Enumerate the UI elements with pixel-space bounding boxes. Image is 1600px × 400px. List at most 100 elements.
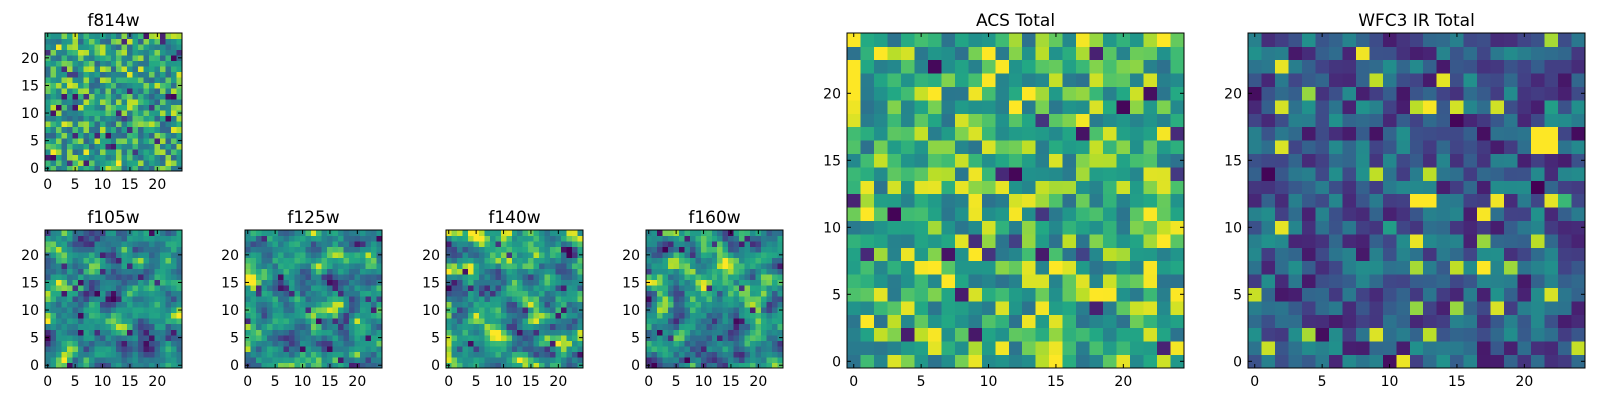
heatmap-cell <box>1157 100 1171 114</box>
heatmap-cell <box>706 334 713 341</box>
heatmap-cell <box>528 340 535 347</box>
heatmap-cell <box>165 49 172 56</box>
heatmap-cell <box>50 38 57 45</box>
heatmap-cell <box>272 334 279 341</box>
heatmap-cell <box>94 38 101 45</box>
heatmap-cell <box>662 257 669 264</box>
heatmap-cell <box>533 230 540 236</box>
heatmap-cell <box>517 252 524 258</box>
x-tick-label: 20 <box>148 374 166 390</box>
heatmap-cell <box>695 329 702 336</box>
heatmap-cell <box>555 307 562 314</box>
heatmap-cell <box>250 246 257 253</box>
heatmap-cell <box>1558 140 1572 154</box>
heatmap-cell <box>94 290 101 297</box>
heatmap-cell <box>506 285 513 292</box>
heatmap-cell <box>1355 140 1370 154</box>
heatmap-cell <box>83 33 90 39</box>
heatmap-cell <box>66 246 73 253</box>
y-tick-label: 5 <box>230 331 239 347</box>
heatmap-cell <box>1022 100 1037 114</box>
heatmap-cell <box>539 334 546 341</box>
heatmap-cell <box>1571 301 1586 315</box>
heatmap-cell <box>250 362 257 369</box>
heatmap-cell <box>99 252 106 258</box>
heatmap-cell <box>121 137 128 144</box>
heatmap-cell <box>539 351 546 358</box>
heatmap-cell <box>478 285 485 292</box>
heatmap-cell <box>316 345 323 352</box>
heatmap-cell <box>72 257 79 264</box>
heatmap-cell <box>61 263 68 270</box>
x-tick-label: 15 <box>522 374 540 390</box>
heatmap-cell <box>1049 287 1064 302</box>
heatmap-cell <box>277 252 284 258</box>
heatmap-cell <box>517 274 524 281</box>
heatmap-cell <box>954 113 969 128</box>
heatmap-cell <box>517 263 524 270</box>
heatmap-cell <box>171 290 177 297</box>
heatmap-cell <box>1382 46 1397 61</box>
heatmap-cell <box>473 263 480 270</box>
heatmap-cell <box>1558 180 1572 195</box>
heatmap-cell <box>261 268 268 275</box>
heatmap-cell <box>662 279 669 286</box>
heatmap-cell <box>83 263 90 270</box>
heatmap-cell <box>528 318 535 325</box>
heatmap-cell <box>695 312 702 319</box>
heatmap-cell <box>250 307 257 314</box>
heatmap-cell <box>1342 86 1357 101</box>
heatmap-cell <box>1301 126 1316 141</box>
heatmap-cell <box>99 104 106 111</box>
heatmap-cell <box>456 252 463 258</box>
heatmap-cell <box>55 307 62 314</box>
heatmap-cell <box>667 290 674 297</box>
heatmap-cell <box>354 290 361 297</box>
heatmap-cell <box>1062 287 1077 302</box>
heatmap-cell <box>467 334 474 341</box>
heatmap-cell <box>927 341 942 355</box>
heatmap-cell <box>371 257 377 264</box>
heatmap-cell <box>127 290 134 297</box>
heatmap-cell <box>310 241 317 247</box>
heatmap-cell <box>927 59 942 74</box>
heatmap-cell <box>500 241 507 247</box>
heatmap-cell <box>343 340 350 347</box>
heatmap-cell <box>149 329 155 336</box>
heatmap-cell <box>77 246 84 253</box>
heatmap-cell <box>72 55 79 61</box>
heatmap-cell <box>941 234 956 248</box>
heatmap-cell <box>61 137 68 144</box>
heatmap-cell <box>88 132 95 139</box>
heatmap-cell <box>847 247 861 262</box>
heatmap-cell <box>143 268 150 275</box>
heatmap-cell <box>1288 46 1303 61</box>
heatmap-cell <box>360 263 366 270</box>
heatmap-cell <box>376 323 383 330</box>
heatmap-cell <box>1315 126 1330 141</box>
heatmap-cell <box>66 279 73 286</box>
heatmap-cell <box>132 110 139 117</box>
heatmap-cell <box>327 334 334 341</box>
heatmap-cell <box>1409 274 1424 288</box>
heatmap-cell <box>45 38 51 45</box>
heatmap-cell <box>255 296 262 303</box>
heatmap-cell <box>495 296 502 303</box>
heatmap-cell <box>651 246 658 253</box>
heatmap-cell <box>1544 140 1559 154</box>
heatmap-cell <box>165 301 172 308</box>
heatmap-cell <box>662 307 669 314</box>
heatmap-cell <box>45 99 51 106</box>
heatmap-cell <box>299 285 306 292</box>
heatmap-cell <box>533 301 540 308</box>
heatmap-cell <box>451 296 458 303</box>
heatmap-cell <box>1170 220 1185 235</box>
x-tick-label: 5 <box>71 374 80 390</box>
heatmap-cell <box>127 99 134 106</box>
heatmap-cell <box>1315 341 1330 355</box>
heatmap-cell <box>310 285 317 292</box>
heatmap-cell <box>473 345 480 352</box>
heatmap-cell <box>927 153 942 168</box>
heatmap-cell <box>1463 86 1478 101</box>
heatmap-cell <box>1130 46 1144 61</box>
